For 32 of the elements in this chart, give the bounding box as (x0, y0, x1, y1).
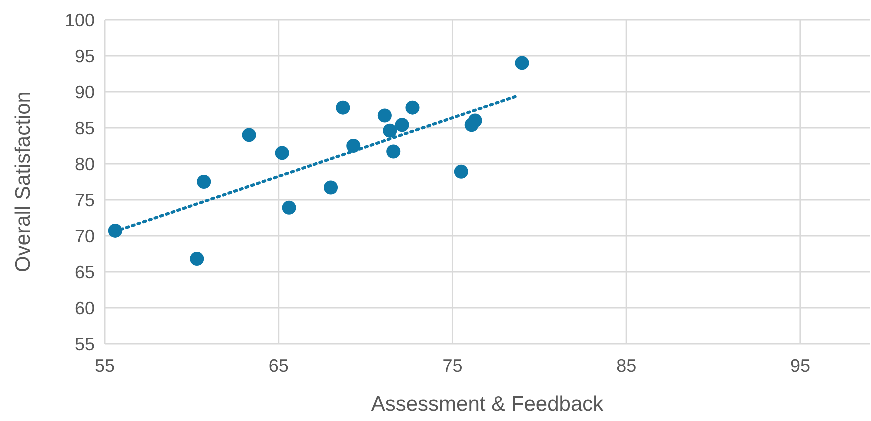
y-tick-label: 55 (74, 334, 95, 354)
y-tick-label: 70 (74, 226, 95, 246)
x-tick-label: 55 (94, 356, 116, 376)
point (336, 100, 350, 115)
point (282, 200, 296, 215)
point (197, 175, 212, 189)
point (515, 56, 530, 70)
point (395, 118, 410, 132)
point (468, 114, 482, 128)
y-tick-label: 60 (74, 298, 95, 318)
y-axis-title: Overall Satisfaction (12, 92, 35, 272)
y-tick-label: 90 (74, 82, 95, 102)
point (406, 100, 420, 115)
y-tick-label: 65 (74, 262, 95, 282)
point (242, 128, 256, 142)
y-tick-label: 95 (74, 46, 95, 66)
point (383, 124, 398, 138)
x-tick-label: 65 (268, 356, 289, 376)
y-tick-label: 100 (64, 10, 95, 30)
point (454, 164, 468, 179)
point (190, 252, 204, 266)
y-tick-label: 75 (74, 190, 95, 210)
point (386, 144, 401, 159)
y-tick-label: 80 (74, 154, 95, 174)
point (378, 108, 392, 123)
point (324, 180, 338, 195)
point (275, 146, 290, 160)
x-tick-label: 95 (790, 356, 810, 376)
y-tick-label: 85 (74, 118, 95, 138)
x-axis-title: Assessment & Feedback (371, 393, 604, 416)
x-tick-label: 85 (616, 356, 637, 376)
x-tick-label: 75 (442, 356, 463, 376)
